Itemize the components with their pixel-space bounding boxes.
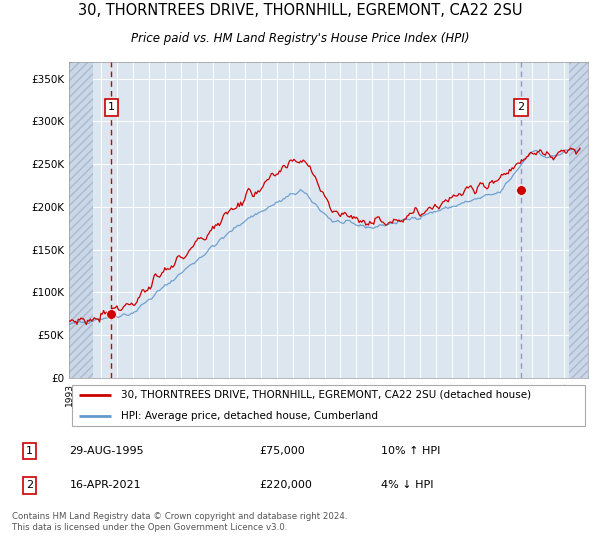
Text: Price paid vs. HM Land Registry's House Price Index (HPI): Price paid vs. HM Land Registry's House … bbox=[131, 32, 469, 45]
Bar bbox=[569, 62, 588, 378]
Text: HPI: Average price, detached house, Cumberland: HPI: Average price, detached house, Cumb… bbox=[121, 411, 378, 421]
Text: 1: 1 bbox=[26, 446, 33, 456]
Text: Contains HM Land Registry data © Crown copyright and database right 2024.
This d: Contains HM Land Registry data © Crown c… bbox=[12, 512, 347, 531]
Text: 10% ↑ HPI: 10% ↑ HPI bbox=[380, 446, 440, 456]
Text: £75,000: £75,000 bbox=[260, 446, 305, 456]
Text: 16-APR-2021: 16-APR-2021 bbox=[70, 480, 141, 491]
Text: 30, THORNTREES DRIVE, THORNHILL, EGREMONT, CA22 2SU: 30, THORNTREES DRIVE, THORNHILL, EGREMON… bbox=[78, 3, 522, 18]
Text: 4% ↓ HPI: 4% ↓ HPI bbox=[380, 480, 433, 491]
Text: 30, THORNTREES DRIVE, THORNHILL, EGREMONT, CA22 2SU (detached house): 30, THORNTREES DRIVE, THORNHILL, EGREMON… bbox=[121, 390, 531, 400]
Text: 29-AUG-1995: 29-AUG-1995 bbox=[70, 446, 144, 456]
Text: 1: 1 bbox=[108, 102, 115, 113]
Text: 2: 2 bbox=[517, 102, 524, 113]
Text: 2: 2 bbox=[26, 480, 33, 491]
FancyBboxPatch shape bbox=[71, 385, 586, 426]
Text: £220,000: £220,000 bbox=[260, 480, 313, 491]
Bar bbox=[69, 62, 93, 378]
